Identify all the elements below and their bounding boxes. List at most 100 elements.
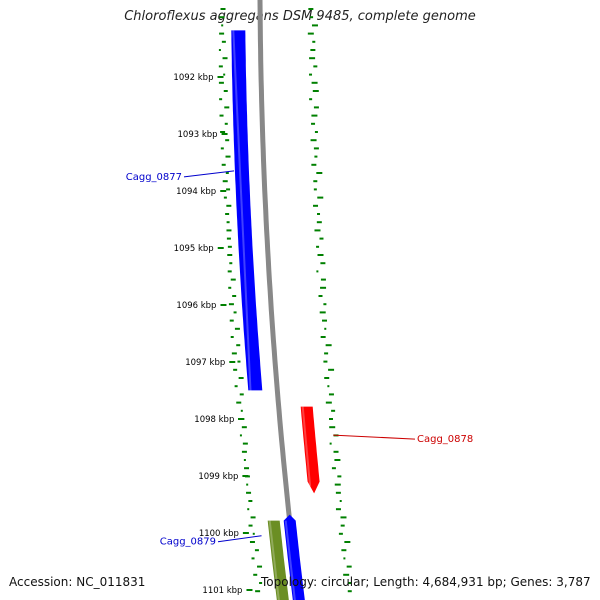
gc-dot <box>219 32 225 35</box>
genome-backbone <box>257 0 302 600</box>
gc-dot <box>328 368 335 371</box>
gc-dot <box>222 180 228 183</box>
gc-dot <box>340 516 347 519</box>
gc-dot <box>225 139 230 142</box>
gc-dot <box>316 221 322 224</box>
gc-dot <box>324 327 327 330</box>
gc-dot <box>325 344 332 347</box>
gc-dot <box>338 532 343 535</box>
gene-label-leader <box>333 434 416 440</box>
gc-dot <box>309 73 313 76</box>
gc-dot <box>310 139 317 142</box>
gc-dot <box>254 549 259 552</box>
gc-dot <box>348 582 352 584</box>
gc-dot <box>255 590 261 593</box>
gc-dot <box>314 131 318 133</box>
gene-label-leader <box>183 170 235 178</box>
gc-dot <box>239 393 244 396</box>
tick-label: 1093 kbp <box>178 130 218 140</box>
gc-dot <box>226 188 231 191</box>
gc-dot <box>246 491 252 494</box>
gc-dot <box>226 204 232 207</box>
tick-label: 1096 kbp <box>176 301 216 311</box>
gc-dot <box>313 188 317 191</box>
gc-dot <box>334 483 341 486</box>
gc-dot <box>237 360 241 363</box>
gc-dot <box>320 262 326 265</box>
gene-shine <box>268 520 280 600</box>
gc-dot <box>313 204 319 207</box>
gc-dot <box>224 106 230 109</box>
gc-dot <box>236 344 241 347</box>
tick-mark <box>220 190 227 192</box>
gc-dot <box>311 81 318 84</box>
gc-dot <box>313 147 319 150</box>
gc-dot <box>219 114 224 117</box>
gc-dot <box>340 524 345 527</box>
tick-label: 1100 kbp <box>199 529 239 539</box>
gc-dot <box>220 147 224 150</box>
tick-label: 1092 kbp <box>173 73 213 83</box>
gc-dot <box>319 311 326 314</box>
backbone-line <box>257 0 302 600</box>
gc-dot <box>324 352 329 355</box>
gc-dot <box>309 57 316 60</box>
gene-shine <box>284 520 296 600</box>
gc-dot <box>226 221 230 224</box>
gc-dot <box>341 549 347 552</box>
gc-dot <box>241 450 247 453</box>
tick-label: 1097 kbp <box>185 358 225 368</box>
gene-cagg_0878 <box>300 406 320 494</box>
gc-dot <box>252 532 255 535</box>
gc-dot <box>339 500 342 502</box>
gc-dot <box>327 385 330 388</box>
gc-dot <box>238 377 244 379</box>
gc-dot <box>323 360 328 363</box>
tick-mark <box>238 418 245 420</box>
map-title: Chloroflexus aggregans DSM 9485, complet… <box>124 9 476 24</box>
tick-mark <box>242 475 249 477</box>
gc-dot <box>328 393 334 396</box>
gc-dot <box>309 98 313 101</box>
genome-summary-text: Topology: circular; Length: 4,684,931 bp… <box>261 575 591 589</box>
gc-dot <box>220 8 226 10</box>
gene-cagg_0880 <box>283 514 305 600</box>
gc-dot <box>316 245 320 248</box>
gc-dot <box>316 270 319 273</box>
gc-dot <box>318 295 323 297</box>
gc-dot <box>331 467 336 470</box>
gene-shine <box>301 406 312 487</box>
gc-dot <box>218 49 221 51</box>
gene-label-leader <box>217 535 262 543</box>
tick-mark <box>242 532 249 534</box>
gene-labels: Cagg_0877 Cagg_0878 Cagg_0879 <box>126 170 473 548</box>
gc-dot <box>230 336 234 338</box>
gc-dot <box>316 172 323 174</box>
gc-dot <box>257 565 263 568</box>
gc-dot <box>311 114 318 117</box>
gc-dot <box>240 409 243 412</box>
gc-dot <box>320 286 327 289</box>
gc-dot <box>219 98 223 101</box>
tick-mark <box>229 361 236 363</box>
gc-dot <box>259 582 263 584</box>
gc-dot <box>244 467 250 470</box>
gc-dot <box>246 483 249 486</box>
gc-dot <box>229 319 234 322</box>
gc-dot <box>313 106 319 109</box>
gc-dot <box>314 155 318 158</box>
gc-dot <box>236 401 242 404</box>
gc-dot <box>310 16 314 19</box>
gc-dot <box>242 442 248 445</box>
gene-cagg_0879 <box>267 520 289 600</box>
gc-dot <box>312 90 319 92</box>
gene-label-cagg_0877: Cagg_0877 <box>126 172 182 183</box>
gc-dot <box>221 24 224 27</box>
gc-dot <box>320 336 326 338</box>
tick-label: 1094 kbp <box>176 187 216 197</box>
gc-dot <box>307 32 314 35</box>
gc-dot <box>228 303 234 306</box>
gc-dot <box>227 270 232 273</box>
gc-dot <box>226 237 231 240</box>
